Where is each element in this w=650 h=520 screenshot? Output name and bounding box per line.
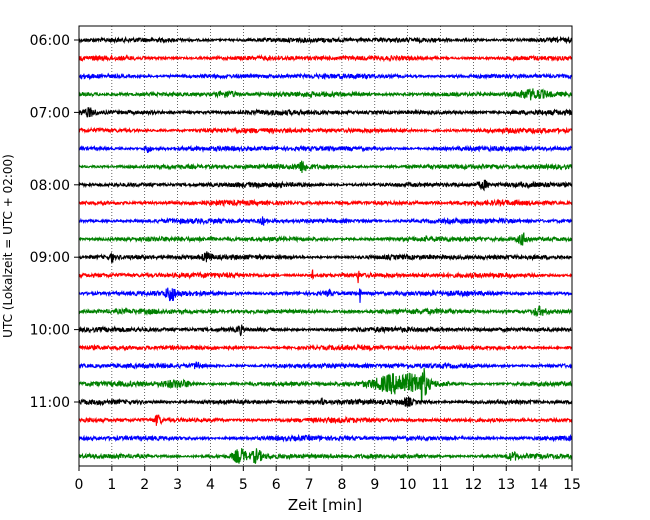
- x-tick-label: 3: [173, 477, 182, 493]
- x-tick-label: 2: [140, 477, 149, 493]
- trace-11:30: [78, 433, 573, 443]
- trace-07:15: [78, 126, 573, 135]
- trace-07:30: [78, 144, 573, 154]
- trace-06:45: [78, 88, 573, 101]
- trace-06:00: [78, 35, 573, 45]
- x-tick-label: 9: [370, 477, 379, 493]
- trace-07:45: [78, 160, 573, 174]
- trace-07:00: [78, 107, 573, 118]
- x-tick-label: 14: [530, 477, 548, 493]
- plot-frame: [78, 25, 573, 467]
- x-tick-label: 5: [239, 477, 248, 493]
- x-axis-label: Zeit [min]: [288, 496, 362, 514]
- trace-08:00: [78, 179, 573, 192]
- trace-09:00: [78, 251, 573, 263]
- x-tick-label: 1: [107, 477, 116, 493]
- trace-11:15: [78, 414, 573, 426]
- trace-10:45: [78, 368, 573, 403]
- x-tick-label: 8: [337, 477, 346, 493]
- y-tick-label: 08:00: [30, 178, 70, 194]
- x-tick-label: 12: [464, 477, 482, 493]
- x-tick-label: 4: [206, 477, 215, 493]
- x-axis-ticks: 0 1 2 3 4 5 6 7 8 9 10 11 12 13 14 15: [75, 466, 581, 493]
- y-tick-label: 11:00: [30, 395, 70, 411]
- y-tick-label: 06:00: [30, 33, 70, 49]
- y-tick-label: 07:00: [30, 105, 70, 121]
- x-tick-label: 11: [432, 477, 450, 493]
- trace-08:45: [78, 232, 573, 246]
- trace-06:15: [78, 53, 573, 63]
- trace-10:30: [78, 361, 573, 370]
- trace-10:00: [78, 324, 573, 337]
- x-tick-label: 10: [399, 477, 417, 493]
- x-tick-label: 7: [305, 477, 314, 493]
- trace-11:00: [78, 396, 573, 407]
- y-tick-label: 10:00: [30, 323, 70, 339]
- x-tick-label: 6: [272, 477, 281, 493]
- trace-09:30: [78, 287, 573, 303]
- y-axis-ticks: 06:00 07:00 08:00 09:00 10:00 11:00: [30, 33, 79, 411]
- trace-09:15: [78, 269, 573, 284]
- x-tick-label: 13: [497, 477, 515, 493]
- y-axis-label: UTC (Lokalzeit = UTC + 02:00): [1, 154, 15, 338]
- trace-06:30: [78, 72, 573, 81]
- y-tick-label: 09:00: [30, 250, 70, 266]
- trace-10:15: [78, 343, 573, 352]
- minute-grid: [111, 26, 540, 466]
- trace-08:15: [78, 198, 573, 208]
- trace-09:45: [78, 305, 573, 318]
- x-tick-label: 15: [563, 477, 581, 493]
- trace-08:30: [78, 216, 573, 226]
- trace-11:45: [78, 448, 573, 464]
- seismogram-traces: [78, 35, 573, 464]
- x-tick-label: 0: [75, 477, 84, 493]
